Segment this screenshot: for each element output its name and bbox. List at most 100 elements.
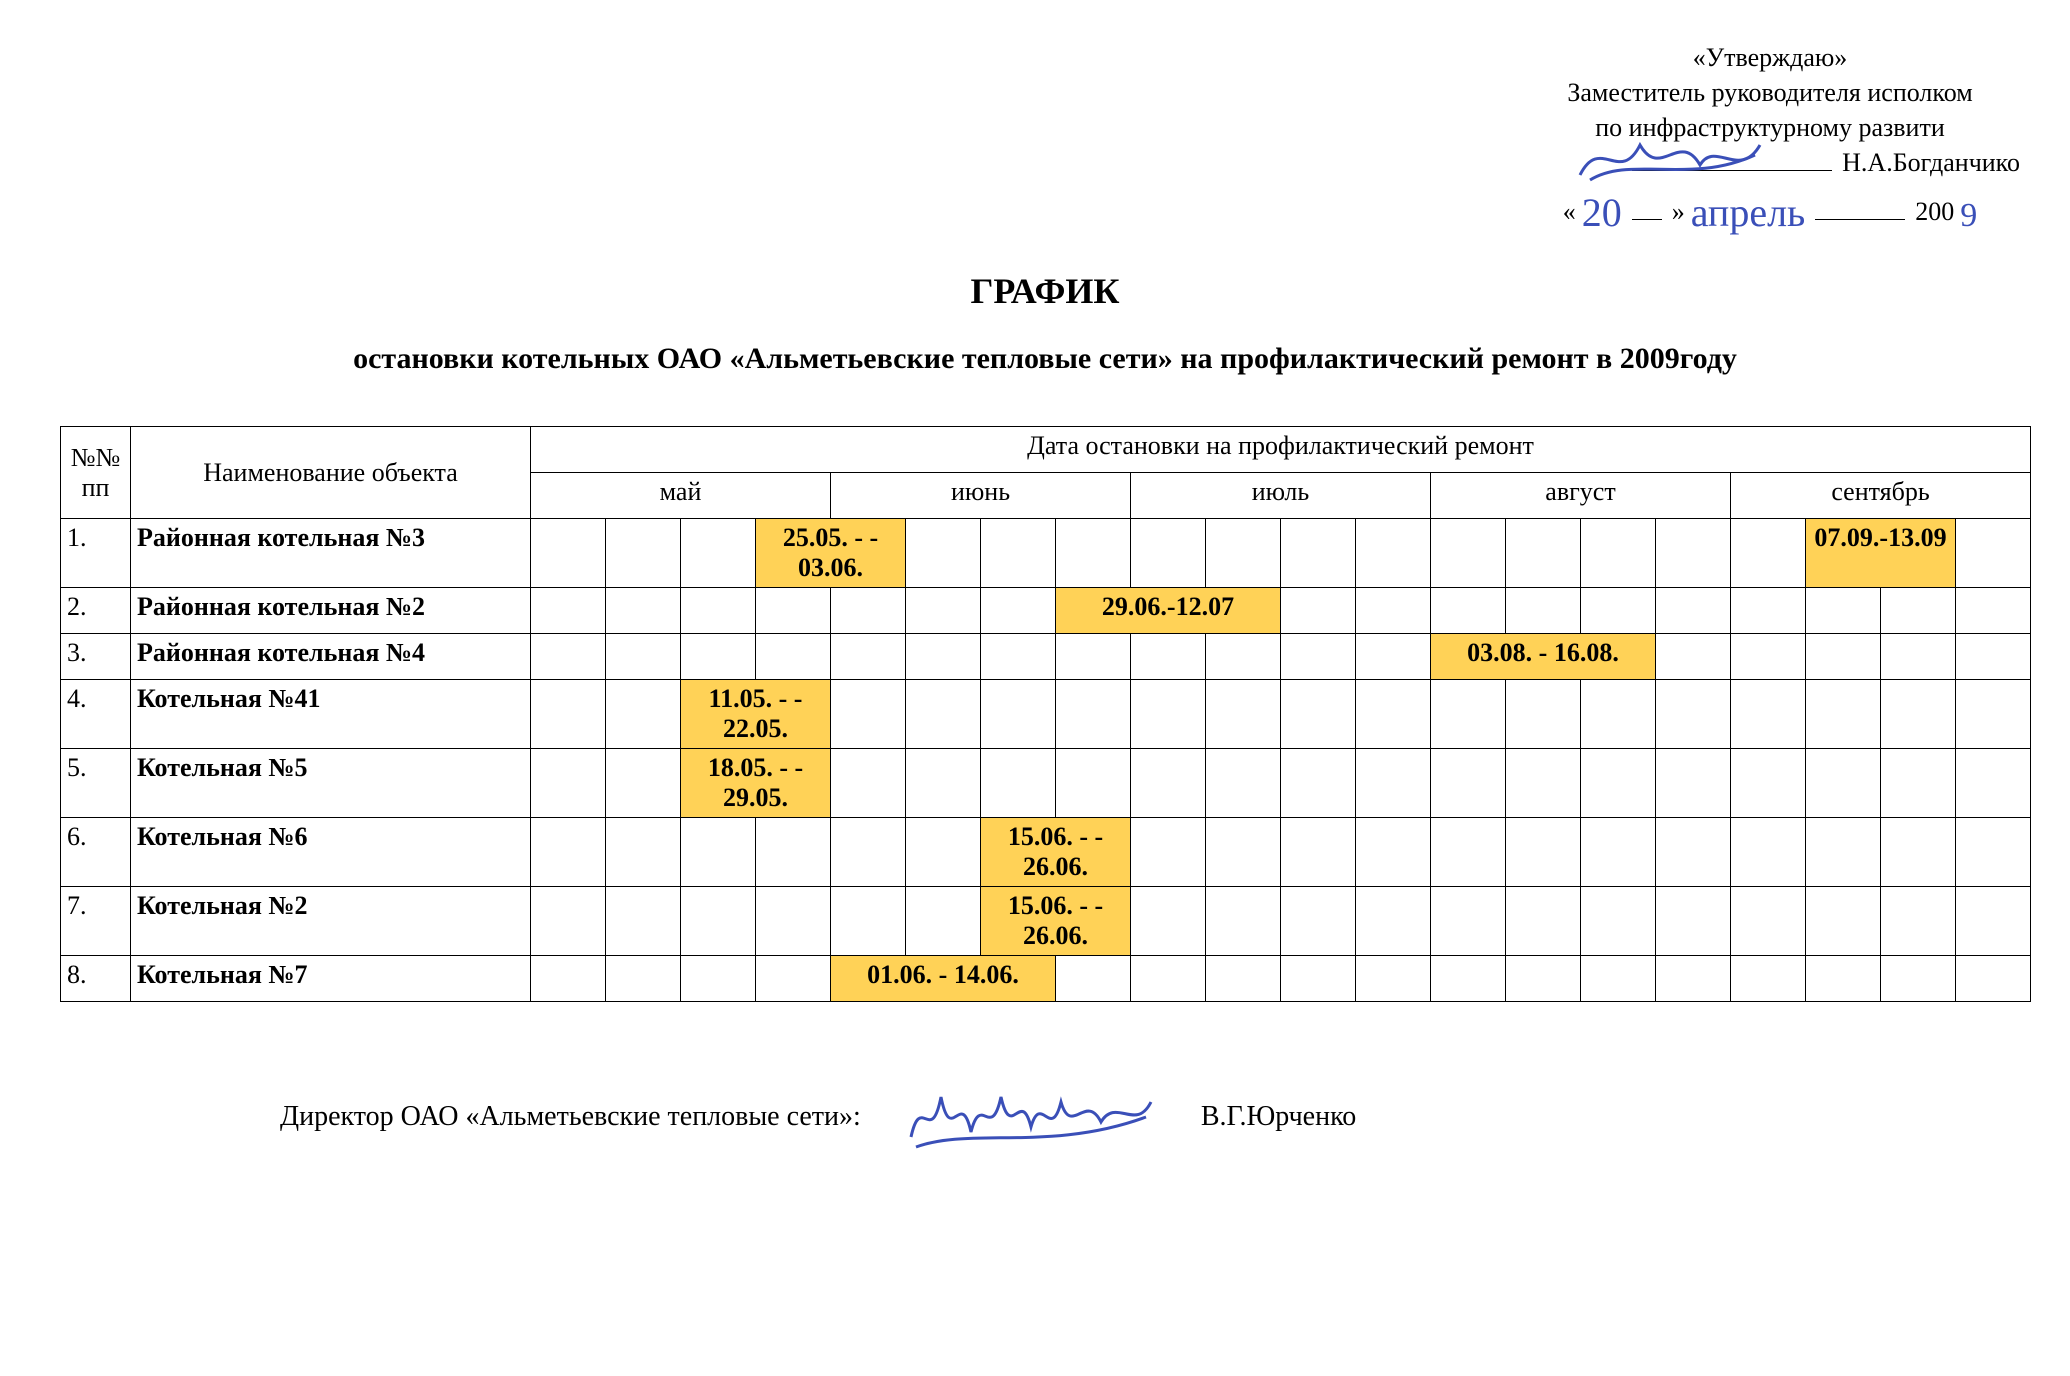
empty-cell bbox=[1206, 956, 1281, 1002]
empty-cell bbox=[756, 956, 831, 1002]
row-name: Котельная №41 bbox=[131, 680, 531, 749]
row-number: 7. bbox=[61, 887, 131, 956]
empty-cell bbox=[531, 588, 606, 634]
empty-cell bbox=[831, 634, 906, 680]
empty-cell bbox=[1056, 956, 1131, 1002]
empty-cell bbox=[1281, 956, 1356, 1002]
empty-cell bbox=[1881, 887, 1956, 956]
empty-cell bbox=[981, 680, 1056, 749]
gantt-bar: 29.06.-12.07 bbox=[1056, 588, 1281, 634]
empty-cell bbox=[1956, 519, 2031, 588]
empty-cell bbox=[606, 519, 681, 588]
empty-cell bbox=[1356, 519, 1431, 588]
row-name: Районная котельная №2 bbox=[131, 588, 531, 634]
empty-cell bbox=[1656, 749, 1731, 818]
approval-line1: «Утверждаю» bbox=[1510, 40, 2030, 75]
empty-cell bbox=[1656, 887, 1731, 956]
empty-cell bbox=[1731, 749, 1806, 818]
empty-cell bbox=[1881, 588, 1956, 634]
empty-cell bbox=[1131, 749, 1206, 818]
empty-cell bbox=[1881, 680, 1956, 749]
empty-cell bbox=[831, 749, 906, 818]
col-header-name: Наименование объекта bbox=[131, 427, 531, 519]
empty-cell bbox=[1656, 519, 1731, 588]
empty-cell bbox=[1731, 956, 1806, 1002]
table-head: №№ пп Наименование объекта Дата остановк… bbox=[61, 427, 2031, 519]
month-header: июнь bbox=[831, 473, 1131, 519]
approval-date-row: « 20 » апрель 2009 bbox=[1510, 180, 2030, 234]
empty-cell bbox=[1731, 634, 1806, 680]
approval-day: 20 bbox=[1582, 186, 1622, 240]
month-header: июль bbox=[1131, 473, 1431, 519]
empty-cell bbox=[1806, 634, 1881, 680]
empty-cell bbox=[1581, 519, 1656, 588]
approval-month: апрель bbox=[1691, 186, 1806, 240]
empty-cell bbox=[1581, 749, 1656, 818]
col-header-num: №№ пп bbox=[61, 427, 131, 519]
empty-cell bbox=[1431, 519, 1506, 588]
signature-bottom-icon bbox=[901, 1072, 1161, 1162]
empty-cell bbox=[756, 818, 831, 887]
gantt-bar: 18.05. - - 29.05. bbox=[681, 749, 831, 818]
empty-cell bbox=[1281, 588, 1356, 634]
title-block: ГРАФИК остановки котельных ОАО «Альметье… bbox=[60, 270, 2030, 376]
empty-cell bbox=[681, 634, 756, 680]
empty-cell bbox=[1956, 588, 2031, 634]
empty-cell bbox=[1581, 956, 1656, 1002]
table-row: 2.Районная котельная №2 29.06.-12.07 bbox=[61, 588, 2031, 634]
row-number: 3. bbox=[61, 634, 131, 680]
empty-cell bbox=[756, 634, 831, 680]
empty-cell bbox=[1506, 519, 1581, 588]
empty-cell bbox=[1506, 887, 1581, 956]
table-row: 3.Районная котельная №403.08. - 16.08. bbox=[61, 634, 2031, 680]
empty-cell bbox=[831, 818, 906, 887]
empty-cell bbox=[1206, 887, 1281, 956]
empty-cell bbox=[1731, 680, 1806, 749]
empty-cell bbox=[1281, 519, 1356, 588]
empty-cell bbox=[606, 680, 681, 749]
empty-cell bbox=[831, 887, 906, 956]
table-row: 6.Котельная №615.06. - - 26.06. bbox=[61, 818, 2031, 887]
empty-cell bbox=[1056, 634, 1131, 680]
empty-cell bbox=[1131, 818, 1206, 887]
table-row: 1.Районная котельная №325.05. - - 03.06.… bbox=[61, 519, 2031, 588]
empty-cell bbox=[1656, 680, 1731, 749]
empty-cell bbox=[1356, 634, 1431, 680]
month-header: август bbox=[1431, 473, 1731, 519]
row-name: Районная котельная №4 bbox=[131, 634, 531, 680]
row-number: 2. bbox=[61, 588, 131, 634]
empty-cell bbox=[1431, 588, 1506, 634]
document-page: «Утверждаю» Заместитель руководителя исп… bbox=[0, 0, 2070, 1376]
empty-cell bbox=[1956, 749, 2031, 818]
empty-cell bbox=[1356, 680, 1431, 749]
approval-year-prefix: 200 bbox=[1915, 194, 1954, 229]
empty-cell bbox=[906, 634, 981, 680]
table-row: 8.Котельная №701.06. - 14.06. bbox=[61, 956, 2031, 1002]
footer-role: Директор ОАО «Альметьевские тепловые сет… bbox=[280, 1101, 861, 1133]
empty-cell bbox=[1806, 818, 1881, 887]
gantt-bar: 25.05. - - 03.06. bbox=[756, 519, 906, 588]
empty-cell bbox=[531, 634, 606, 680]
footer-name: В.Г.Юрченко bbox=[1201, 1101, 1356, 1133]
col-header-dates: Дата остановки на профилактический ремон… bbox=[531, 427, 2031, 473]
empty-cell bbox=[906, 749, 981, 818]
empty-cell bbox=[1206, 634, 1281, 680]
empty-cell bbox=[1206, 749, 1281, 818]
empty-cell bbox=[1581, 680, 1656, 749]
empty-cell bbox=[906, 519, 981, 588]
empty-cell bbox=[606, 956, 681, 1002]
empty-cell bbox=[831, 680, 906, 749]
empty-cell bbox=[681, 588, 756, 634]
empty-cell bbox=[531, 956, 606, 1002]
row-name: Котельная №7 bbox=[131, 956, 531, 1002]
empty-cell bbox=[1356, 887, 1431, 956]
empty-cell bbox=[1131, 519, 1206, 588]
empty-cell bbox=[906, 887, 981, 956]
empty-cell bbox=[1506, 818, 1581, 887]
empty-cell bbox=[1581, 887, 1656, 956]
empty-cell bbox=[1656, 634, 1731, 680]
gantt-bar: 15.06. - - 26.06. bbox=[981, 887, 1131, 956]
empty-cell bbox=[1431, 818, 1506, 887]
empty-cell bbox=[531, 887, 606, 956]
row-number: 5. bbox=[61, 749, 131, 818]
